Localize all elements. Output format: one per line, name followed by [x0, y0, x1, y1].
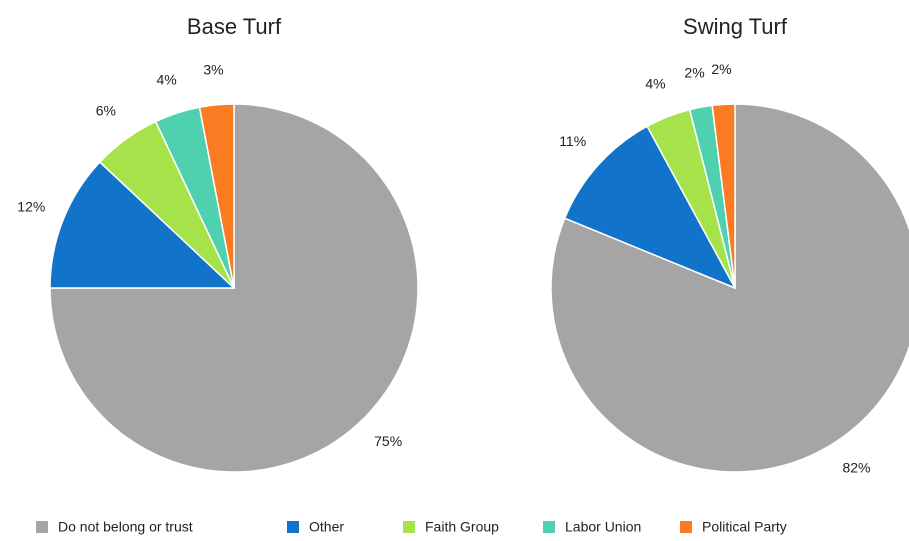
pie-slice — [198, 103, 235, 289]
pie-slice — [563, 125, 737, 290]
pie-slice — [49, 103, 419, 473]
legend-swatch — [680, 521, 692, 533]
data-label: 75% — [374, 433, 402, 449]
pie-slice — [711, 103, 736, 289]
pie-slice — [550, 103, 909, 473]
data-label: 6% — [96, 102, 116, 118]
data-label: 12% — [17, 198, 45, 214]
data-label: 4% — [157, 71, 177, 87]
legend-swatch — [543, 521, 555, 533]
legend-label: Labor Union — [565, 519, 641, 535]
data-label: 3% — [203, 62, 223, 78]
data-label: 2% — [711, 61, 731, 77]
legend-swatch — [287, 521, 299, 533]
legend-label: Faith Group — [425, 519, 499, 535]
data-label: 11% — [559, 133, 586, 149]
data-label: 2% — [684, 64, 704, 80]
chart-title: Base Turf — [187, 14, 282, 39]
legend-swatch — [403, 521, 415, 533]
legend-label: Political Party — [702, 519, 787, 535]
legend-swatch — [36, 521, 48, 533]
data-label: 82% — [842, 460, 870, 476]
chart-title: Swing Turf — [683, 14, 788, 39]
pie-slice — [49, 160, 236, 289]
legend-label: Other — [309, 519, 344, 535]
data-label: 4% — [645, 76, 665, 92]
legend-label: Do not belong or trust — [58, 519, 193, 535]
